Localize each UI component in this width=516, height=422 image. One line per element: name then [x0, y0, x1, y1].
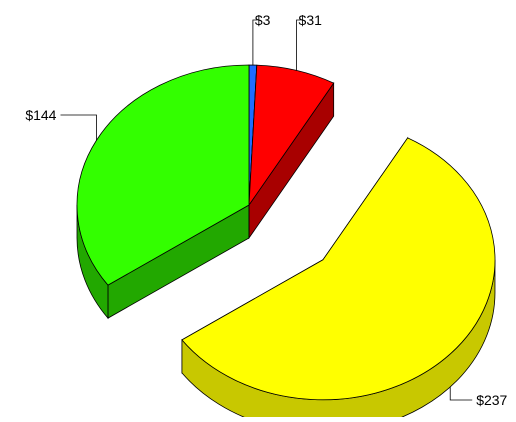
slice-1	[248, 64, 335, 240]
slice-3	[76, 64, 250, 320]
leader-line-3	[60, 114, 97, 141]
slice-label-3: $144	[25, 107, 56, 123]
slice-3-top	[76, 64, 250, 286]
slice-label-1: $31	[299, 12, 323, 28]
slice-2-top	[181, 137, 496, 401]
slice-label-0: $3	[255, 12, 271, 28]
leader-line-0	[252, 19, 257, 66]
leader-line-2	[449, 386, 473, 401]
slice-label-2: $237	[476, 392, 507, 408]
leader-line-1	[296, 19, 301, 71]
slice-2	[181, 136, 496, 422]
slice-1-top	[248, 64, 335, 207]
